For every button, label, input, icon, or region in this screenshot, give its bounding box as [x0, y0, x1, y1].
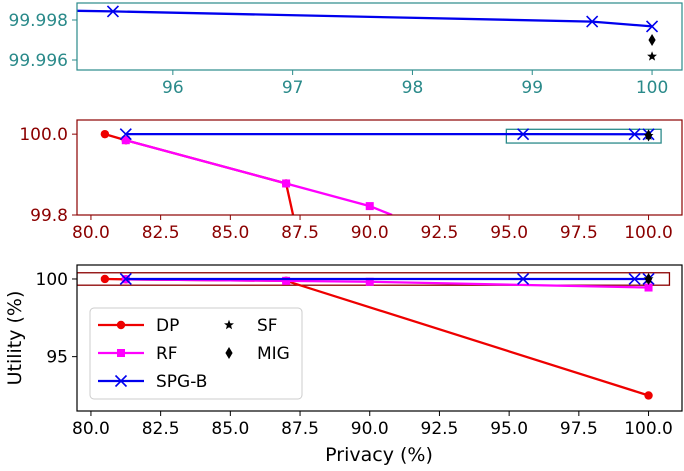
plot-area — [77, 6, 658, 61]
x-tick-label: 95.0 — [490, 419, 528, 439]
x-tick-label: 100.0 — [624, 419, 673, 439]
x-tick-label: 82.5 — [142, 419, 180, 439]
legend: DP SF RF MIG SPG-B — [90, 308, 302, 399]
main-panel: 80.0 82.5 85.0 87.5 90.0 92.5 95.0 97.5 100.0 95 1… — [36, 265, 682, 439]
x-tick-label: 85.0 — [211, 223, 249, 243]
rf-point — [282, 179, 290, 187]
x-tick-label: 80.0 — [72, 419, 110, 439]
legend-marker — [117, 349, 125, 357]
dp-point — [101, 130, 109, 138]
x-tick-label: 98 — [402, 78, 424, 98]
legend-label: MIG — [257, 344, 290, 364]
rf-point — [366, 202, 374, 210]
x-tick-label: 87.5 — [281, 223, 319, 243]
mig-point — [648, 34, 655, 46]
legend-label: RF — [156, 344, 178, 364]
x-tick-label: 96 — [162, 78, 184, 98]
y-tick-label: 95 — [46, 348, 68, 368]
y-tick-label: 100 — [36, 270, 68, 290]
x-tick-label: 100.0 — [624, 223, 673, 243]
legend-marker — [117, 321, 125, 329]
middle-zoom-panel: 80.0 82.5 85.0 87.5 90.0 92.5 95.0 97.5 100.0 99.… — [19, 120, 682, 243]
x-tick-label: 97.5 — [560, 419, 598, 439]
y-tick-label: 99.998 — [9, 11, 68, 31]
x-tick-label: 82.5 — [142, 223, 180, 243]
dp-point — [101, 275, 109, 283]
x-tick-label: 97 — [282, 78, 304, 98]
y-axis-label: Utility (%) — [4, 291, 26, 386]
x-tick-label: 87.5 — [281, 419, 319, 439]
x-tick-label: 85.0 — [211, 419, 249, 439]
x-tick-label: 90.0 — [351, 419, 389, 439]
y-tick-label: 99.996 — [9, 51, 68, 71]
rf-series-line — [126, 279, 649, 287]
x-tick-label: 95.0 — [490, 223, 528, 243]
y-tick-label: 100.0 — [19, 125, 68, 145]
x-tick-label: 92.5 — [421, 419, 459, 439]
legend-label: SPG-B — [156, 372, 207, 392]
x-tick-label: 100 — [636, 78, 668, 98]
top-zoom-panel: 96 97 98 99 100 99.996 99.998 — [9, 3, 682, 98]
plot-area — [101, 129, 661, 215]
x-tick-label: 90.0 — [351, 223, 389, 243]
dp-series-line — [105, 134, 293, 215]
y-tick-label: 99.8 — [30, 206, 68, 226]
rf-series-line — [126, 140, 392, 215]
x-tick-label: 80.0 — [72, 223, 110, 243]
legend-label: DP — [156, 316, 179, 336]
x-tick-label: 97.5 — [560, 223, 598, 243]
sf-point — [647, 51, 657, 60]
x-axis-label: Privacy (%) — [325, 444, 433, 466]
legend-label: SF — [257, 316, 278, 336]
spg-b-series-line — [77, 11, 652, 27]
mig-point — [645, 273, 652, 285]
x-tick-label: 92.5 — [421, 223, 459, 243]
dp-point — [644, 391, 652, 399]
x-tick-label: 99 — [521, 78, 543, 98]
